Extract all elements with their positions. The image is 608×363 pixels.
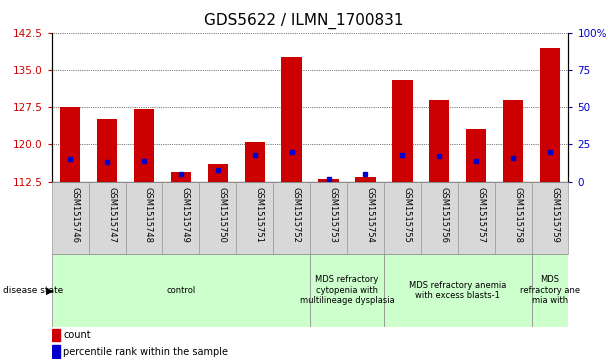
Bar bbox=[244, 142, 265, 182]
FancyBboxPatch shape bbox=[384, 182, 421, 254]
FancyBboxPatch shape bbox=[421, 182, 458, 254]
FancyBboxPatch shape bbox=[199, 182, 237, 254]
Bar bbox=[429, 100, 449, 182]
FancyBboxPatch shape bbox=[89, 182, 125, 254]
Text: GSM1515751: GSM1515751 bbox=[255, 187, 264, 243]
Bar bbox=[466, 130, 486, 182]
Text: count: count bbox=[63, 330, 91, 340]
FancyBboxPatch shape bbox=[310, 254, 384, 327]
FancyBboxPatch shape bbox=[495, 182, 531, 254]
Bar bbox=[503, 100, 523, 182]
Text: control: control bbox=[166, 286, 196, 295]
FancyBboxPatch shape bbox=[237, 182, 273, 254]
Text: GSM1515746: GSM1515746 bbox=[70, 187, 79, 243]
Text: GSM1515757: GSM1515757 bbox=[476, 187, 485, 243]
FancyBboxPatch shape bbox=[458, 182, 495, 254]
Text: GSM1515755: GSM1515755 bbox=[402, 187, 412, 243]
FancyBboxPatch shape bbox=[310, 182, 347, 254]
Bar bbox=[134, 109, 154, 182]
FancyBboxPatch shape bbox=[384, 254, 531, 327]
FancyBboxPatch shape bbox=[52, 182, 89, 254]
Bar bbox=[171, 172, 191, 182]
Bar bbox=[392, 80, 412, 182]
Text: GDS5622 / ILMN_1700831: GDS5622 / ILMN_1700831 bbox=[204, 13, 404, 29]
FancyBboxPatch shape bbox=[531, 254, 568, 327]
Text: MDS
refractory ane
mia with: MDS refractory ane mia with bbox=[520, 276, 580, 305]
Bar bbox=[97, 119, 117, 182]
Text: GSM1515752: GSM1515752 bbox=[292, 187, 300, 243]
Text: GSM1515754: GSM1515754 bbox=[365, 187, 375, 243]
Text: ▶: ▶ bbox=[46, 285, 53, 295]
Bar bbox=[208, 164, 228, 182]
Text: GSM1515756: GSM1515756 bbox=[439, 187, 448, 243]
Text: percentile rank within the sample: percentile rank within the sample bbox=[63, 347, 229, 356]
Bar bbox=[540, 48, 560, 182]
Bar bbox=[319, 179, 339, 182]
Text: disease state: disease state bbox=[3, 286, 63, 295]
FancyBboxPatch shape bbox=[162, 182, 199, 254]
Bar bbox=[52, 329, 60, 341]
Text: GSM1515749: GSM1515749 bbox=[181, 187, 190, 243]
Text: MDS refractory anemia
with excess blasts-1: MDS refractory anemia with excess blasts… bbox=[409, 281, 506, 300]
Text: GSM1515758: GSM1515758 bbox=[513, 187, 522, 243]
FancyBboxPatch shape bbox=[52, 254, 310, 327]
Text: GSM1515747: GSM1515747 bbox=[107, 187, 116, 243]
Bar bbox=[60, 107, 80, 182]
Text: GSM1515753: GSM1515753 bbox=[328, 187, 337, 243]
Text: GSM1515748: GSM1515748 bbox=[144, 187, 153, 243]
Bar bbox=[355, 176, 376, 182]
FancyBboxPatch shape bbox=[125, 182, 162, 254]
FancyBboxPatch shape bbox=[347, 182, 384, 254]
FancyBboxPatch shape bbox=[531, 182, 568, 254]
Text: GSM1515759: GSM1515759 bbox=[550, 187, 559, 243]
Text: MDS refractory
cytopenia with
multilineage dysplasia: MDS refractory cytopenia with multilinea… bbox=[300, 276, 395, 305]
Bar bbox=[282, 57, 302, 182]
Bar bbox=[52, 345, 60, 358]
Text: GSM1515750: GSM1515750 bbox=[218, 187, 227, 243]
FancyBboxPatch shape bbox=[273, 182, 310, 254]
